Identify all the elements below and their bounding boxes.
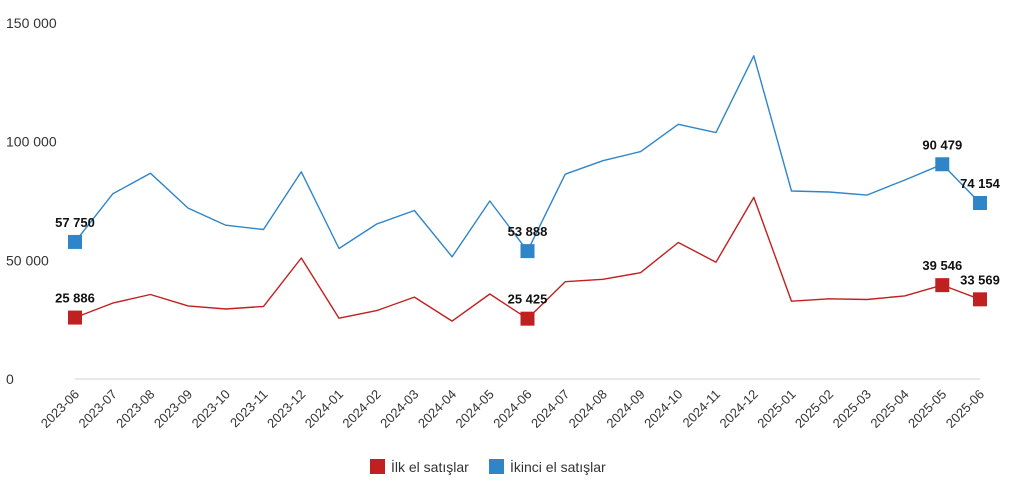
legend: İlk el satışlar İkinci el satışlar (370, 458, 606, 475)
x-tick-label: 2024-12 (717, 387, 761, 431)
x-tick-label: 2023-09 (151, 387, 195, 431)
x-tick-label: 2024-06 (490, 387, 534, 431)
x-tick-label: 2023-12 (264, 387, 308, 431)
x-tick-label: 2023-10 (189, 387, 233, 431)
x-tick-label: 2025-06 (943, 387, 987, 431)
x-tick-label: 2023-07 (75, 387, 119, 431)
data-label: 57 750 (55, 215, 95, 230)
x-tick-label: 2025-01 (754, 387, 798, 431)
data-markers (68, 157, 987, 326)
y-axis-labels: 0 50 000 100 000 150 000 (6, 15, 57, 387)
data-label: 90 479 (922, 137, 962, 152)
x-tick-label: 2024-07 (528, 387, 572, 431)
legend-swatch (370, 459, 385, 474)
series-lines (74, 55, 981, 322)
x-tick-label: 2024-10 (641, 387, 685, 431)
data-marker (973, 292, 987, 307)
y-tick-label: 50 000 (6, 252, 49, 268)
x-tick-label: 2024-01 (302, 387, 346, 431)
x-tick-label: 2023-06 (38, 387, 82, 431)
x-tick-label: 2024-03 (377, 387, 421, 431)
x-tick-label: 2025-03 (830, 387, 874, 431)
legend-swatch (489, 459, 504, 474)
data-marker (935, 157, 950, 172)
y-tick-label: 0 (6, 371, 14, 387)
legend-item: İlk el satışlar (370, 458, 469, 475)
x-tick-label: 2023-08 (113, 387, 157, 431)
y-tick-label: 100 000 (6, 134, 57, 150)
legend-item: İkinci el satışlar (489, 458, 606, 475)
data-marker (973, 196, 987, 211)
x-tick-label: 2025-05 (905, 387, 949, 431)
data-label: 25 886 (55, 291, 95, 306)
x-tick-label: 2023-11 (227, 387, 271, 431)
x-tick-label: 2024-05 (453, 387, 497, 431)
x-tick-label: 2024-11 (679, 387, 723, 431)
x-tick-label: 2024-09 (603, 387, 647, 431)
legend-label: İlk el satışlar (391, 458, 469, 475)
y-tick-label: 150 000 (6, 15, 57, 31)
data-label: 53 888 (508, 224, 548, 239)
data-marker (520, 244, 535, 259)
x-tick-label: 2024-04 (415, 387, 459, 431)
data-label: 33 569 (960, 272, 1000, 287)
data-label: 74 154 (960, 176, 1001, 191)
data-marker (68, 310, 82, 325)
legend-label: İkinci el satışlar (510, 458, 606, 475)
x-tick-label: 2025-04 (867, 387, 911, 431)
data-label: 25 425 (508, 292, 548, 307)
x-tick-label: 2025-02 (792, 387, 836, 431)
x-axis-labels: 2023-062023-072023-082023-092023-102023-… (38, 387, 987, 431)
x-tick-label: 2024-02 (339, 387, 383, 431)
data-marker (520, 311, 535, 326)
data-marker (68, 234, 82, 249)
data-label: 39 546 (922, 258, 962, 273)
x-tick-label: 2024-08 (566, 387, 610, 431)
data-marker (935, 278, 950, 293)
